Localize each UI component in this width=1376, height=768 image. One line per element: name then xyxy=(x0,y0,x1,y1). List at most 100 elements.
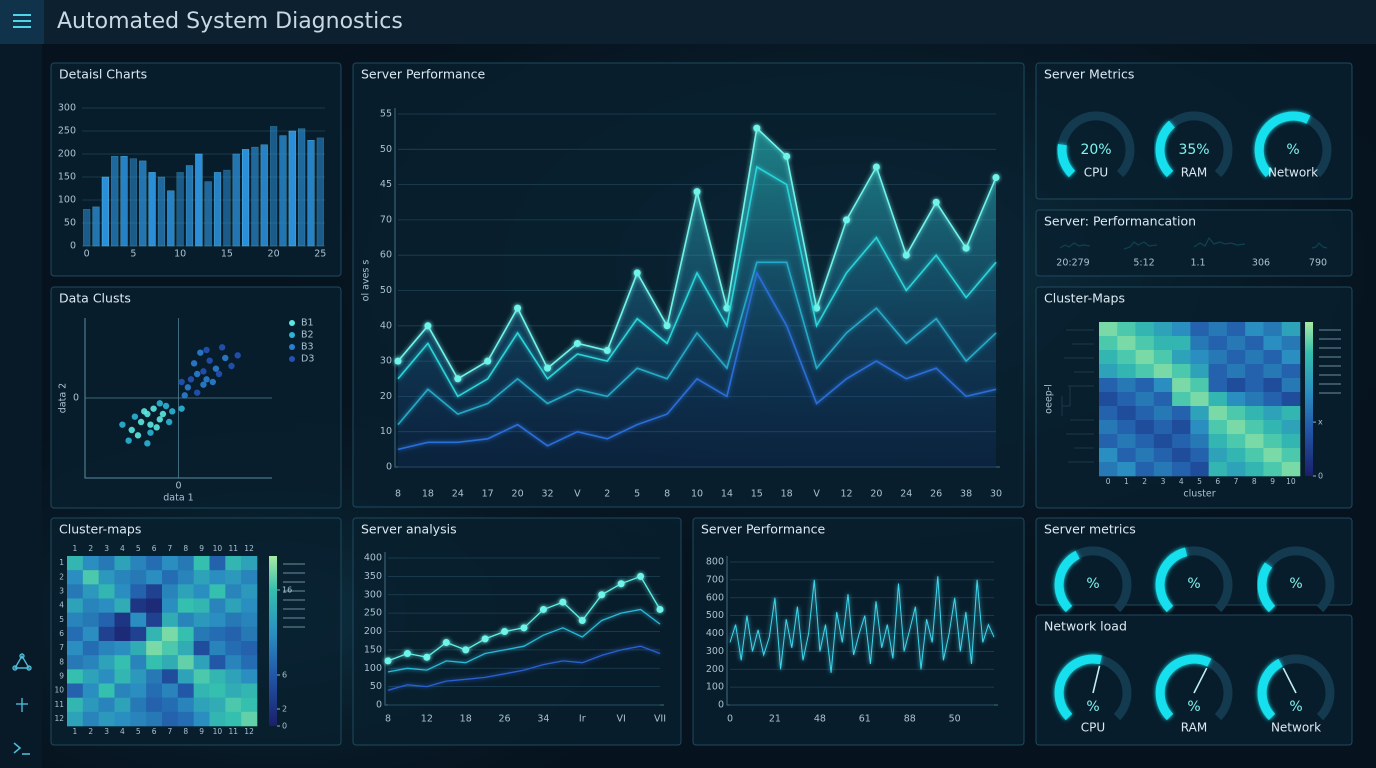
x-tick-label: 6 xyxy=(152,544,157,553)
x-tick-label: 5 xyxy=(130,249,136,260)
heatmap-cell xyxy=(177,697,194,713)
heatmap-cell xyxy=(1208,434,1228,449)
heatmap-cell xyxy=(1153,462,1173,477)
heatmap-cell xyxy=(1135,448,1155,463)
bar xyxy=(176,172,184,247)
y-tick-label: 250 xyxy=(364,608,382,619)
heatmap-cell xyxy=(1153,406,1173,421)
heatmap-cell xyxy=(177,584,194,599)
heatmap-cell xyxy=(1245,350,1264,365)
y-tick-label: 10 xyxy=(380,426,392,437)
y-tick-label: 300 xyxy=(364,589,382,600)
gauge-arc xyxy=(1155,547,1188,613)
y-tick-label: 3 xyxy=(59,586,64,595)
scatter-point xyxy=(134,432,142,439)
heatmap-cell xyxy=(225,626,242,642)
heatmap-cell xyxy=(1117,462,1136,477)
heatmap-cell xyxy=(1245,322,1264,337)
line-point xyxy=(442,639,450,647)
heatmap-cell xyxy=(1153,378,1173,393)
heatmap-cell xyxy=(1263,420,1283,435)
scatter-point xyxy=(141,408,148,415)
heatmap-cell xyxy=(1245,364,1264,379)
y-tick-label: 7 xyxy=(59,643,64,652)
gauge-value-label: % xyxy=(1187,576,1200,592)
legend-label: B3 xyxy=(301,342,314,353)
heatmap-cell xyxy=(67,626,84,642)
heatmap-cell xyxy=(114,556,131,571)
heatmap-cell xyxy=(67,556,84,571)
menu-icon xyxy=(13,14,31,28)
heatmap-cell xyxy=(146,655,163,670)
heatmap-cell xyxy=(162,697,179,713)
line-point xyxy=(872,163,880,171)
heatmap-cell xyxy=(193,598,210,613)
heatmap-cell xyxy=(193,570,210,585)
heatmap-cell xyxy=(1208,336,1228,351)
x-tick-label: 5 xyxy=(1197,477,1202,486)
line-point xyxy=(992,174,1000,182)
sparkline-label: 790 xyxy=(1309,258,1327,269)
heatmap-cell xyxy=(209,697,226,713)
heatmap-cell xyxy=(1099,322,1118,337)
heatmap-cell xyxy=(225,598,242,613)
bar xyxy=(241,149,250,247)
nav-icon-tree[interactable] xyxy=(16,698,28,712)
line-point xyxy=(617,580,625,588)
heatmap-cell xyxy=(1153,448,1173,463)
heatmap-cell xyxy=(1226,392,1246,407)
heatmap-cell xyxy=(1263,378,1283,393)
sidebar xyxy=(0,44,42,768)
bar xyxy=(213,172,222,247)
nav-icon-network[interactable] xyxy=(12,653,32,671)
heatmap-cell xyxy=(98,556,115,571)
heatmap-cell xyxy=(98,612,115,628)
heatmap-cell xyxy=(1099,364,1118,379)
heatmap-cell xyxy=(1226,434,1246,449)
gauge-arc xyxy=(1155,120,1176,178)
heatmap-cell xyxy=(98,584,115,599)
scatter-point xyxy=(128,426,135,434)
x-tick-label: 12 xyxy=(840,489,852,500)
heatmap-cell xyxy=(1245,378,1264,393)
y-tick-label: 2 xyxy=(59,572,64,581)
heatmap-cell xyxy=(1153,350,1173,365)
x-tick-label: 8 xyxy=(183,727,188,736)
heatmap-cell xyxy=(130,598,147,613)
heatmap-cell xyxy=(1153,420,1173,435)
scatter-point xyxy=(209,378,216,386)
heatmap-cell xyxy=(209,669,226,684)
x-tick-label: 24 xyxy=(900,489,912,500)
heatmap-cell xyxy=(241,570,258,585)
scatter-point xyxy=(200,368,207,375)
heatmap-cell xyxy=(1117,406,1136,421)
panel xyxy=(1035,517,1353,606)
colorbar-tick-label: x xyxy=(1318,418,1323,427)
x-tick-label: 20 xyxy=(870,489,882,500)
gauge-label: CPU xyxy=(1081,721,1105,735)
heatmap-cell xyxy=(225,669,242,684)
heatmap-cell xyxy=(162,556,179,571)
scatter-point xyxy=(197,349,204,356)
x-tick-label: 7 xyxy=(168,544,173,553)
heatmap-cell xyxy=(1263,462,1283,477)
scatter-point xyxy=(178,405,185,412)
heatmap-cell xyxy=(1135,462,1155,477)
panel-title: Server metrics xyxy=(1044,522,1136,537)
heatmap-cell xyxy=(1281,336,1301,351)
y-tick-label: 45 xyxy=(380,179,392,190)
heatmap-cell xyxy=(1099,350,1118,365)
y-tick-label: 0 xyxy=(376,700,382,711)
header-bar xyxy=(0,0,1376,44)
scatter-point xyxy=(218,344,226,351)
heatmap-cell xyxy=(225,711,242,727)
heatmap-cell xyxy=(1226,322,1246,337)
scatter-point xyxy=(169,408,176,415)
sparkline-label: 5:12 xyxy=(1133,258,1154,269)
nav-icon-terminal[interactable] xyxy=(13,742,30,755)
heatmap-cell xyxy=(1263,448,1283,463)
scatter-point xyxy=(203,376,210,383)
scatter-point xyxy=(212,365,220,372)
y-tick-label: 350 xyxy=(364,571,382,582)
heatmap-cell xyxy=(1172,392,1191,407)
